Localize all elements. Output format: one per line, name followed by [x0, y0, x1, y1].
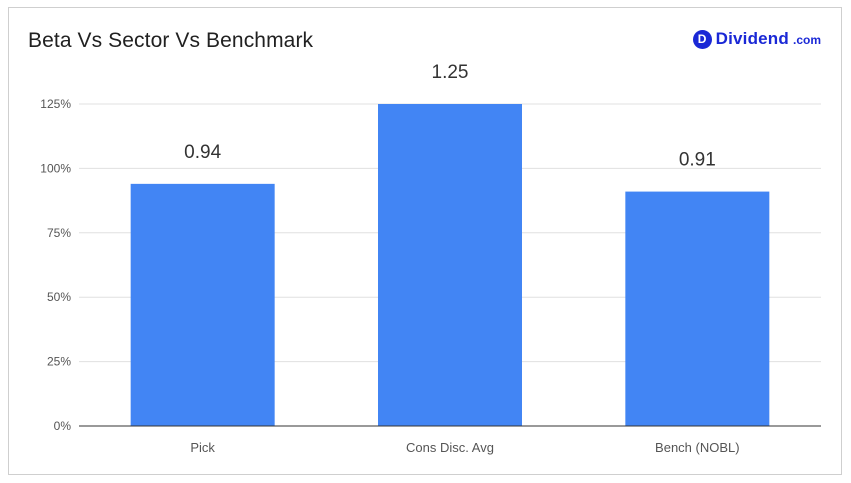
brand-badge-icon: D	[692, 29, 712, 49]
brand-logo[interactable]: D Dividend .com	[692, 29, 821, 49]
bars	[130, 104, 770, 426]
y-tick-label: 25%	[47, 355, 71, 369]
brand-badge-letter: D	[697, 32, 707, 46]
x-category-label: Cons Disc. Avg	[406, 440, 494, 455]
brand-name: Dividend	[715, 29, 789, 48]
bar	[625, 191, 770, 426]
data-label: 0.94	[184, 142, 221, 163]
y-tick-label: 50%	[47, 290, 71, 304]
bar	[130, 183, 275, 426]
data-labels: 0.94 1.25 0.91	[184, 62, 716, 171]
x-category-label: Bench (NOBL)	[655, 440, 740, 455]
brand-tld: .com	[792, 33, 821, 47]
data-label: 0.91	[679, 150, 716, 171]
y-tick-label: 0%	[54, 419, 72, 433]
y-tick-label: 75%	[47, 226, 71, 240]
y-tick-label: 125%	[40, 97, 71, 111]
x-category-label: Pick	[190, 440, 215, 455]
y-tick-label: 100%	[40, 161, 71, 175]
y-axis-ticks: 0% 25% 50% 75% 100% 125%	[40, 97, 71, 433]
chart-title: Beta Vs Sector Vs Benchmark	[28, 29, 314, 52]
data-label: 1.25	[432, 62, 469, 83]
bar	[378, 104, 522, 426]
x-axis-categories: Pick Cons Disc. Avg Bench (NOBL)	[190, 440, 739, 455]
